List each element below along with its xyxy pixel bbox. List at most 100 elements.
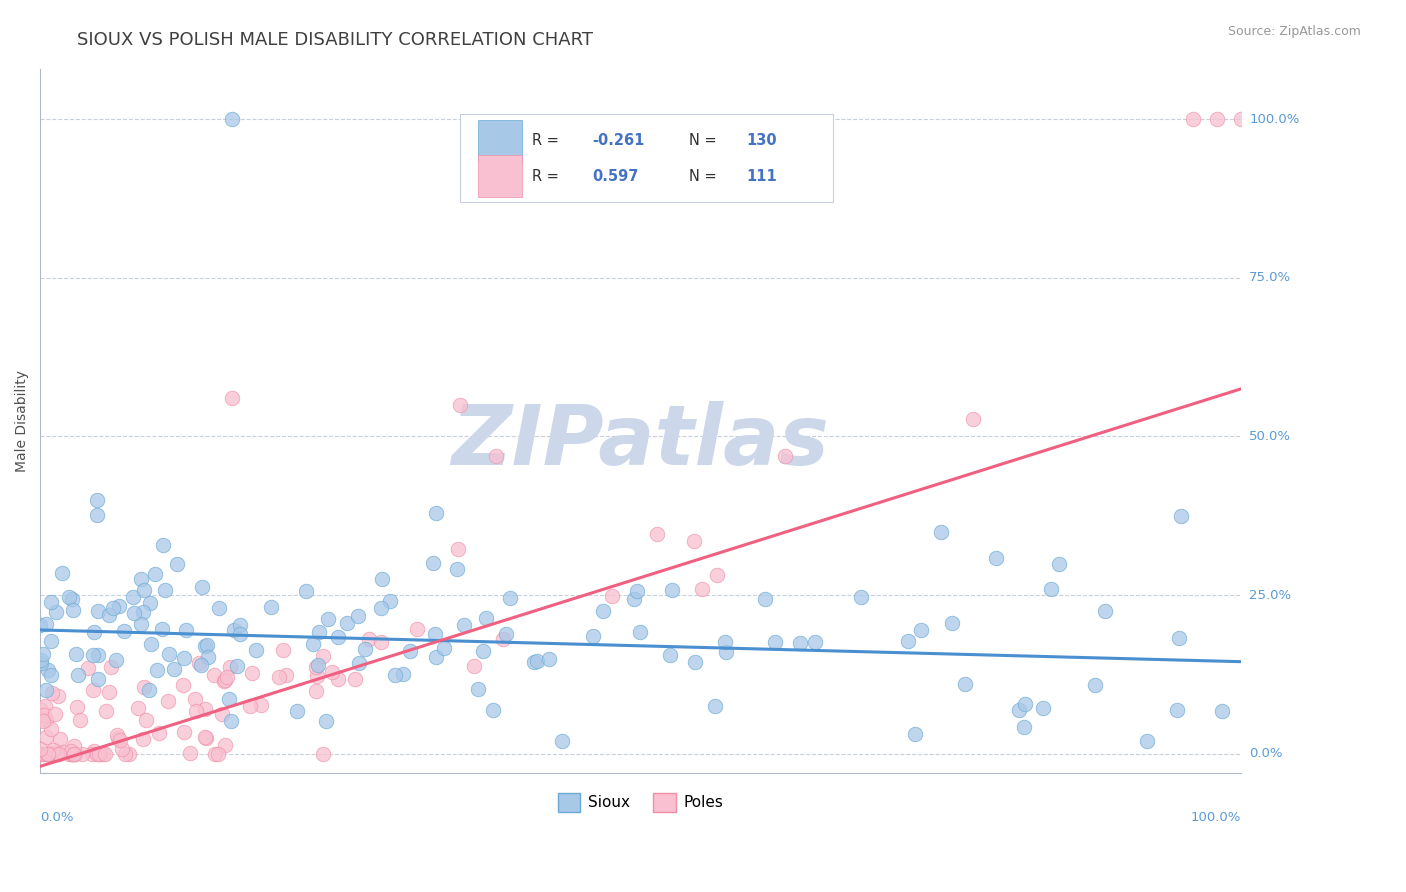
Point — [30, 747, 52, 761]
Point — [62, 603, 84, 617]
Point — [48, 732, 70, 747]
Point — [194, 702, 217, 716]
Point — [315, 714, 337, 728]
Point — [145, 663, 167, 677]
Point — [229, 627, 252, 641]
Point — [789, 636, 811, 650]
Text: 75.0%: 75.0% — [1250, 271, 1291, 285]
Point — [194, 730, 217, 744]
Point — [45, 747, 67, 761]
Point — [152, 538, 174, 552]
Point — [35, 682, 58, 697]
Point — [37, 663, 59, 677]
Point — [312, 648, 335, 663]
Point — [370, 634, 392, 648]
Point — [63, 747, 86, 761]
Point — [63, 739, 86, 753]
Point — [221, 392, 243, 406]
Point — [135, 714, 157, 728]
Point — [60, 747, 83, 761]
Point — [267, 670, 290, 684]
Point — [62, 747, 84, 761]
Point — [1168, 631, 1191, 645]
Point — [138, 683, 160, 698]
Point — [60, 747, 83, 761]
Point — [690, 582, 713, 596]
Point — [86, 493, 108, 508]
Point — [208, 600, 231, 615]
Point — [1230, 112, 1253, 127]
Point — [474, 611, 496, 625]
Point — [174, 623, 197, 637]
Text: 130: 130 — [747, 133, 776, 148]
Point — [446, 562, 468, 576]
Point — [219, 660, 242, 674]
Point — [190, 657, 212, 672]
Point — [108, 599, 131, 613]
Point — [150, 622, 173, 636]
Point — [623, 591, 645, 606]
Point — [39, 595, 62, 609]
Point — [239, 698, 262, 713]
Point — [449, 398, 471, 412]
Point — [659, 648, 682, 662]
Point — [117, 747, 139, 761]
Point — [398, 643, 420, 657]
Point — [87, 673, 110, 687]
Point — [423, 627, 446, 641]
Point — [58, 590, 80, 604]
Point — [645, 527, 668, 541]
Point — [195, 638, 218, 652]
Point — [153, 583, 176, 598]
Point — [31, 647, 53, 661]
Point — [214, 673, 236, 687]
Point — [754, 591, 776, 606]
Point — [45, 605, 67, 619]
Point — [226, 659, 249, 673]
Point — [100, 659, 122, 673]
Point — [65, 647, 87, 661]
Point — [194, 639, 217, 653]
Point — [763, 635, 786, 649]
Point — [683, 655, 706, 669]
Point — [1032, 701, 1054, 715]
Point — [207, 747, 229, 761]
Point — [39, 747, 62, 761]
Point — [39, 722, 62, 736]
Point — [357, 632, 380, 646]
FancyBboxPatch shape — [478, 120, 522, 161]
Point — [89, 747, 111, 761]
Point — [132, 732, 155, 747]
Point — [82, 683, 104, 698]
Text: ZIPatlas: ZIPatlas — [451, 401, 830, 483]
Point — [305, 684, 328, 698]
Point — [184, 691, 207, 706]
Point — [716, 645, 738, 659]
Point — [30, 742, 52, 756]
Text: 100.0%: 100.0% — [1250, 112, 1299, 126]
Point — [271, 643, 294, 657]
Point — [114, 747, 136, 761]
Point — [65, 747, 87, 761]
Point — [134, 583, 156, 598]
Point — [221, 112, 243, 127]
Point — [37, 747, 59, 761]
Point — [706, 568, 728, 582]
Point — [105, 728, 128, 742]
Point — [86, 747, 108, 761]
Point — [472, 644, 495, 658]
Text: 111: 111 — [747, 169, 778, 184]
Text: 25.0%: 25.0% — [1250, 589, 1291, 601]
Point — [371, 572, 394, 586]
Point — [132, 605, 155, 619]
Point — [929, 524, 952, 539]
Point — [628, 624, 651, 639]
Point — [35, 616, 58, 631]
Point — [405, 623, 427, 637]
Point — [316, 611, 339, 625]
Point — [392, 666, 415, 681]
Point — [97, 607, 120, 622]
Point — [60, 747, 83, 761]
Point — [107, 731, 129, 746]
Point — [1211, 704, 1233, 718]
